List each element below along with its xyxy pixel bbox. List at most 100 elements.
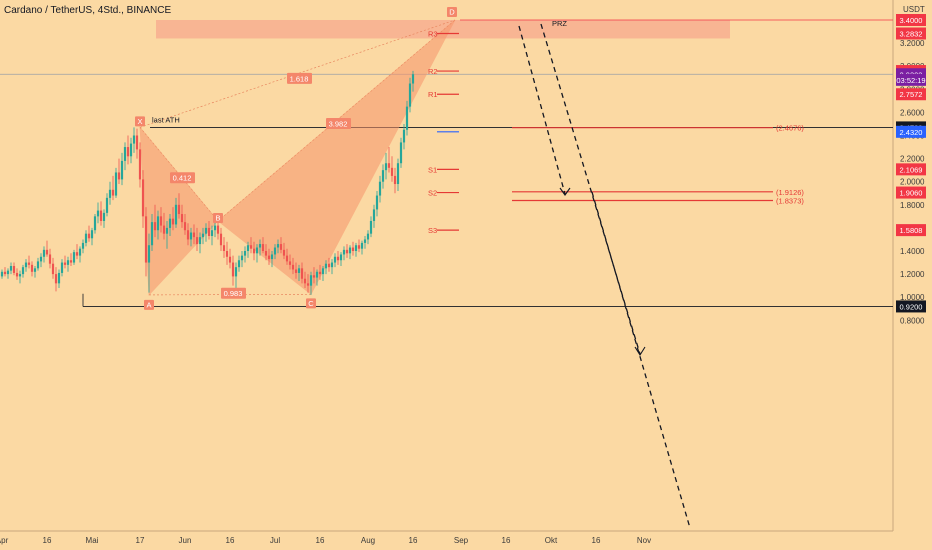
- arrow-head: [634, 346, 646, 357]
- projection-line-2: [540, 23, 641, 355]
- candle-body: [81, 242, 85, 249]
- candle-body: [345, 249, 349, 254]
- candle-body: [123, 147, 127, 161]
- price-tag-label: 3.4000: [900, 16, 923, 25]
- candle-body: [72, 252, 76, 263]
- target-label: (1.9126): [776, 188, 804, 197]
- x-tick-label: Sep: [454, 536, 469, 545]
- candle-body: [120, 160, 124, 180]
- candle-body: [12, 266, 16, 273]
- candle-body: [180, 214, 184, 223]
- price-tag-label: 3.2832: [900, 29, 923, 38]
- ratio-badge: [326, 117, 351, 129]
- x-tick-label: 16: [226, 536, 235, 545]
- ratio-badge: [221, 287, 246, 299]
- candle-body: [204, 227, 208, 234]
- target-label: (1.8373): [776, 196, 804, 205]
- candle-body: [48, 254, 52, 264]
- point-label: B: [215, 213, 220, 222]
- candle-body: [174, 204, 178, 225]
- candle-body: [111, 189, 115, 196]
- ratio-label: 3.982: [329, 119, 348, 128]
- x-tick-label: 17: [136, 536, 145, 545]
- candle-body: [78, 248, 82, 256]
- x-tick-label: Nov: [637, 536, 651, 545]
- candle-body: [297, 268, 301, 273]
- candle-body: [96, 210, 100, 217]
- price-tag-label: 1.9060: [900, 189, 923, 198]
- candle-body: [15, 272, 19, 277]
- candle-body: [150, 222, 154, 246]
- candle-body: [324, 263, 328, 269]
- price-tag: [896, 163, 926, 176]
- candle-body: [33, 268, 37, 272]
- candle-body: [183, 222, 187, 231]
- candle-body: [342, 249, 346, 255]
- currency-label: USDT: [903, 5, 925, 14]
- candle-body: [348, 247, 352, 254]
- point-label: C: [308, 299, 314, 308]
- candle-body: [381, 170, 385, 182]
- y-tick-label: 1.0000: [900, 293, 925, 302]
- candle-body: [153, 222, 157, 231]
- projection-line-1: [518, 25, 566, 195]
- candle-body: [309, 275, 313, 286]
- candle-body: [114, 172, 118, 196]
- candle-body: [147, 245, 151, 263]
- candle-body: [222, 245, 226, 251]
- candle-body: [105, 197, 109, 213]
- candle-body: [87, 233, 91, 239]
- candle-body: [276, 244, 280, 248]
- candle-body: [6, 270, 10, 275]
- candle-body: [51, 263, 55, 275]
- candle-body: [315, 271, 319, 278]
- candle-body: [285, 255, 289, 262]
- candle-body: [210, 230, 214, 236]
- ratio-label: 1.618: [290, 74, 309, 83]
- price-tag: [896, 125, 926, 138]
- candle-body: [39, 256, 43, 262]
- point-badge: [447, 7, 457, 17]
- candle-body: [165, 227, 169, 234]
- candle-body: [0, 271, 4, 277]
- ratio-badge: [287, 72, 312, 84]
- candle-body: [69, 260, 73, 263]
- candle-body: [132, 135, 136, 144]
- candle-body: [327, 263, 331, 268]
- candle-body: [255, 247, 259, 254]
- y-tick-label: 2.2000: [900, 155, 925, 164]
- candle-body: [318, 271, 322, 275]
- candle-body: [159, 216, 163, 226]
- pivot-label: R2: [428, 67, 438, 76]
- candle-body: [90, 230, 94, 239]
- pivot-label: R1: [428, 90, 438, 99]
- candle-body: [3, 271, 7, 275]
- candle-body: [366, 233, 370, 240]
- candle-body: [291, 264, 295, 270]
- candle-body: [270, 254, 274, 260]
- candle-body: [129, 143, 133, 157]
- candle-body: [108, 189, 112, 198]
- candle-body: [57, 272, 61, 284]
- point-label: D: [449, 8, 455, 17]
- price-tag-label: 03:52:19: [896, 76, 925, 85]
- candle-body: [219, 233, 223, 246]
- candle-body: [336, 256, 340, 261]
- price-tag: [896, 300, 926, 313]
- point-badge: [135, 116, 145, 127]
- candle-body: [171, 218, 175, 225]
- price-tag: [896, 186, 926, 199]
- x-tick-label: 16: [43, 536, 52, 545]
- candle-body: [42, 249, 46, 257]
- y-tick-label: 1.4000: [900, 247, 925, 256]
- candle-body: [402, 129, 406, 143]
- x-tick-label: Mai: [86, 536, 99, 545]
- candle-body: [360, 242, 364, 249]
- candle-body: [330, 262, 334, 268]
- candle-body: [228, 256, 232, 263]
- ratio-badge: [170, 172, 195, 184]
- candle-body: [387, 163, 391, 168]
- candle-body: [333, 256, 337, 263]
